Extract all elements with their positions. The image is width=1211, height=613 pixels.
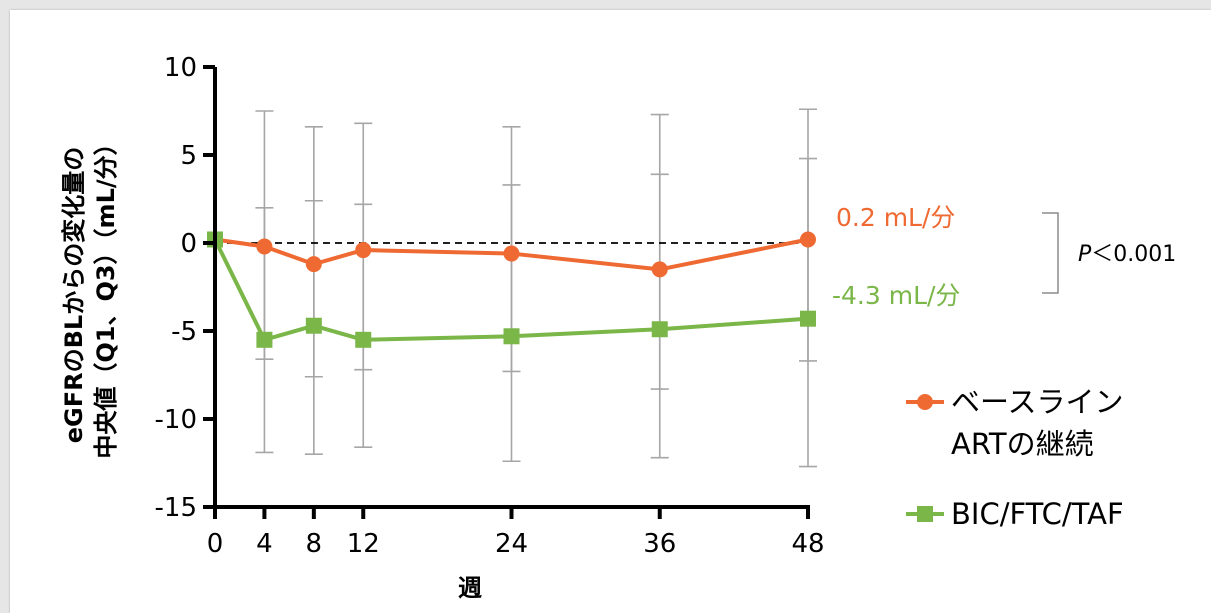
error-bar-s1-wk12 [354, 203, 373, 448]
y-axis-title-line1: eGFRのBLからの変化量の [60, 147, 88, 443]
data-point-s1-wk8 [305, 317, 322, 334]
axes [203, 65, 810, 519]
p-value-annotation: P＜0.001 [1078, 242, 1176, 267]
data-point-s0-wk24 [503, 245, 520, 262]
error-bar-s1-wk36 [650, 173, 669, 459]
x-tick-label: 12 [347, 529, 380, 559]
x-tick-label: 4 [256, 529, 273, 559]
y-tick-label: -10 [155, 405, 197, 435]
x-axis-title: 週 [458, 574, 482, 602]
end-label-bic-ftc-taf: -4.3 mL/分 [832, 281, 960, 310]
x-tick-label: 0 [207, 529, 224, 559]
x-tick-label: 48 [791, 529, 824, 559]
x-tick-label: 24 [495, 529, 528, 559]
legend: ベースライン ARTの継続 BIC/FTC/TAF [906, 385, 1124, 531]
legend-marker-bic-ftc-taf [917, 506, 933, 522]
error-bar-s1-wk24 [502, 184, 521, 463]
data-point-s0-wk4 [256, 238, 273, 255]
x-tick-label: 8 [306, 529, 323, 559]
data-point-s0-wk36 [651, 261, 668, 278]
legend-label-baseline-art-line1: ベースライン [951, 385, 1124, 419]
x-tick-label: 36 [643, 529, 676, 559]
error-bars [255, 108, 817, 468]
p-value-bracket [1042, 212, 1059, 294]
legend-label-baseline-art-line2: ARTの継続 [951, 427, 1094, 461]
data-point-s1-wk36 [651, 321, 668, 338]
data-point-s0-wk12 [355, 242, 372, 259]
end-label-baseline-art: 0.2 mL/分 [836, 203, 955, 232]
data-point-s1-wk48 [800, 310, 816, 327]
data-point-s1-wk12 [355, 331, 372, 348]
data-point-s0-wk48 [800, 231, 816, 248]
legend-marker-baseline-art [917, 394, 933, 410]
chart-panel: 0 4 8 12 24 36 48 10 5 0 -5 -10 -15 週 eGFRのBLからの変化量… [10, 10, 1211, 613]
data-point-s1-wk24 [503, 328, 520, 345]
legend-label-bic-ftc-taf: BIC/FTC/TAF [951, 497, 1124, 531]
y-tick-labels: 10 5 0 -5 -10 -15 [155, 53, 197, 523]
p-value-symbol: P [1078, 242, 1092, 267]
data-point-s1-wk4 [256, 331, 273, 348]
y-tick-label: 0 [180, 229, 197, 259]
y-tick-label: 10 [164, 53, 197, 83]
data-point-s0-wk8 [305, 256, 322, 273]
y-tick-label: 5 [180, 141, 197, 171]
x-tick-labels: 0 4 8 12 24 36 48 [207, 529, 825, 559]
y-tick-label: -5 [171, 317, 197, 347]
y-tick-label: -15 [155, 493, 197, 523]
y-axis-title-line2: 中央値（Q1、Q3）（mL/分） [92, 131, 120, 458]
p-value-number: ＜0.001 [1091, 242, 1176, 267]
